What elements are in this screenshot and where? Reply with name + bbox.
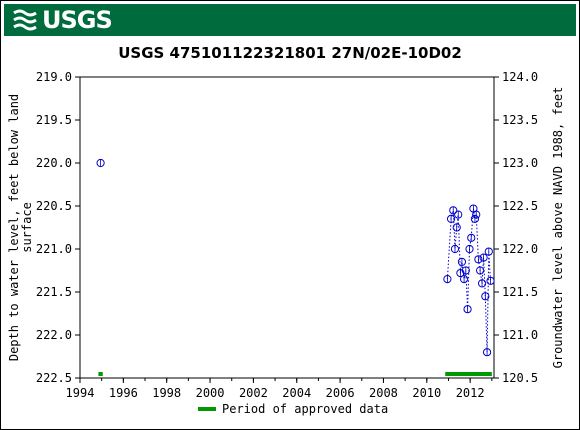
x-tick-label: 2000: [196, 386, 225, 400]
chart-title: USGS 475101122321801 27N/02E-10D02: [118, 44, 462, 62]
y-right-tick-label: 122.0: [502, 242, 538, 256]
y-left-tick-label: 221.0: [36, 242, 72, 256]
legend-label: Period of approved data: [222, 402, 389, 416]
plot-area: [79, 76, 495, 379]
x-tick-label: 1996: [109, 386, 138, 400]
y-right-tick-label: 121.0: [502, 328, 538, 342]
approved-period-bar-0: [98, 372, 103, 376]
y-right-tick-label: 121.5: [502, 285, 538, 299]
series-connector-line: [446, 208, 491, 353]
y-left-tick-label: 220.5: [36, 199, 72, 213]
y-left-tick-label: 222.0: [36, 328, 72, 342]
usgs-banner: USGS: [4, 4, 576, 36]
usgs-logo-text: USGS: [42, 6, 113, 34]
y-right-tick-label: 120.5: [502, 371, 538, 385]
y-left-tick-label: 221.5: [36, 285, 72, 299]
x-tick-label: 1998: [152, 386, 181, 400]
legend-swatch-approved: [198, 407, 216, 411]
usgs-wave-icon: [13, 9, 37, 31]
y-left-tick-label: 220.0: [36, 156, 72, 170]
y-left-axis-label-line2: surface: [20, 202, 34, 253]
x-tick-label: 2008: [369, 386, 398, 400]
x-tick-label: 2002: [239, 386, 268, 400]
x-tick-label: 2010: [412, 386, 441, 400]
y-left-axis-label: Depth to water level, feet below land: [7, 94, 21, 361]
chart-legend: Period of approved data: [198, 402, 388, 416]
approved-period-bar-1: [445, 372, 492, 376]
y-right-axis-label: Groundwater level above NAVD 1988, feet: [551, 87, 565, 369]
x-tick-label: 1994: [66, 386, 95, 400]
y-left-tick-label: 222.5: [36, 371, 72, 385]
x-tick-label: 2004: [282, 386, 311, 400]
y-left-tick-label: 219.0: [36, 70, 72, 84]
y-right-tick-label: 123.5: [502, 113, 538, 127]
y-left-tick-label: 219.5: [36, 113, 72, 127]
usgs-logo[interactable]: USGS: [12, 4, 113, 36]
x-tick-label: 2006: [326, 386, 355, 400]
y-right-tick-label: 123.0: [502, 156, 538, 170]
y-right-tick-label: 124.0: [502, 70, 538, 84]
y-right-tick-label: 122.5: [502, 199, 538, 213]
x-tick-label: 2012: [456, 386, 485, 400]
